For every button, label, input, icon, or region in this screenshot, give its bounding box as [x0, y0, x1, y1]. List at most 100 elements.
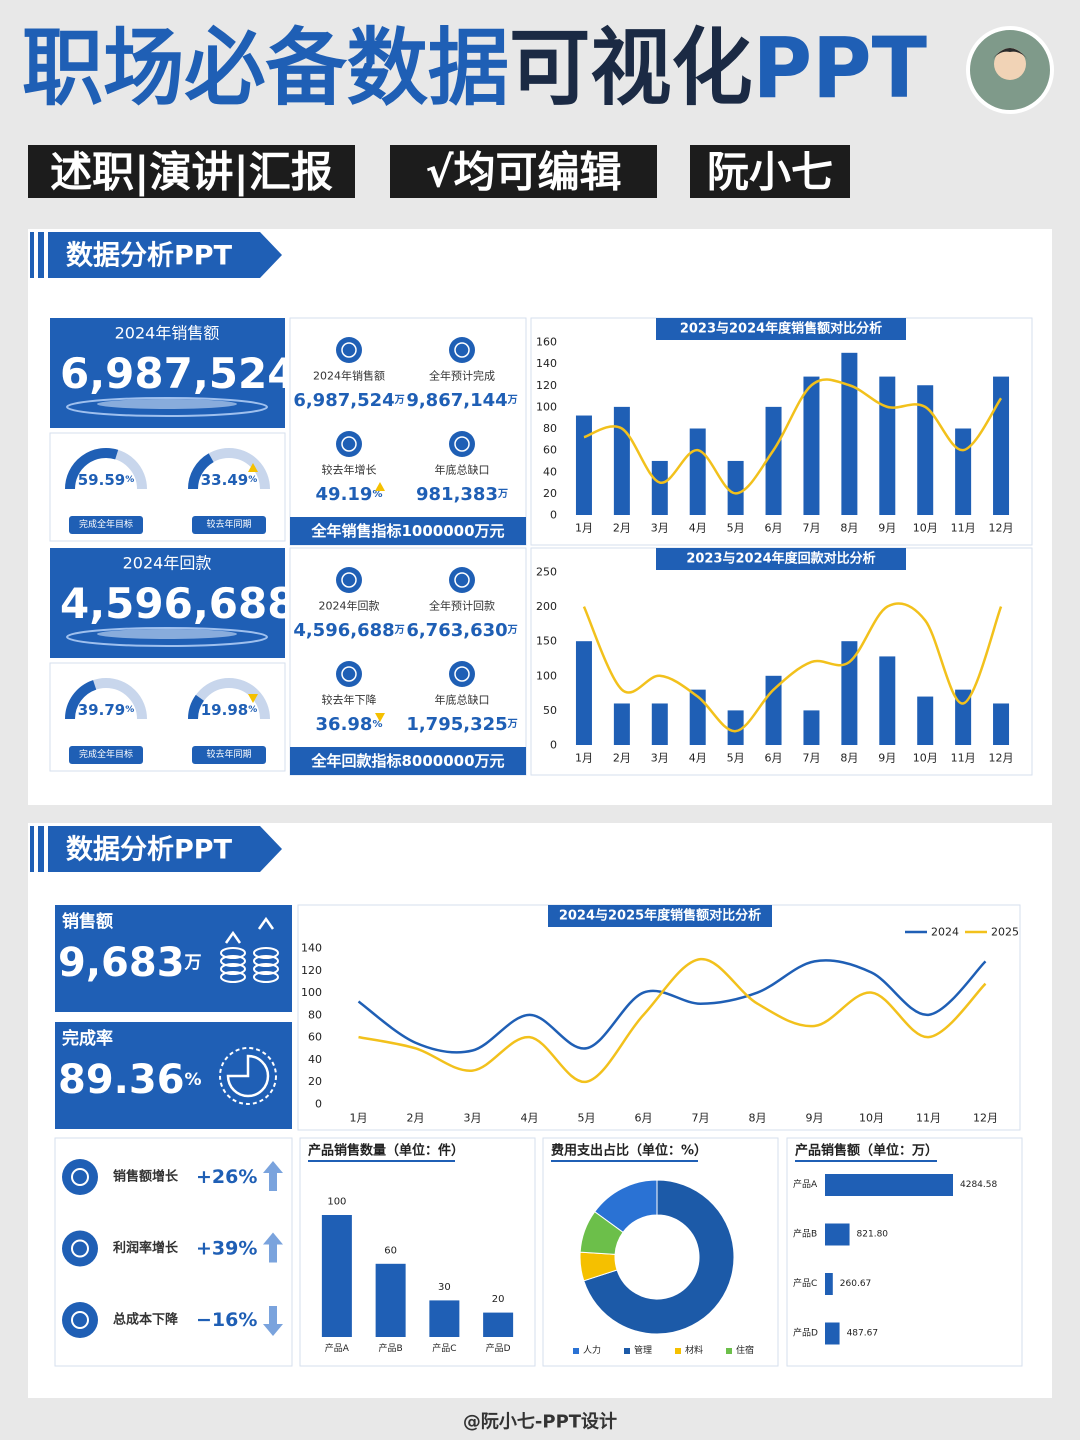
legend-label: 2024: [931, 926, 959, 939]
x-tick-label: 5月: [727, 752, 745, 765]
growth-icon-inner: [71, 1239, 89, 1258]
text-part: 万: [497, 488, 508, 500]
kpi-value: 6,763,630万: [406, 620, 517, 641]
kpi-label: 全年预计回款: [429, 599, 495, 613]
coin-icon: [253, 947, 279, 959]
text-part: %: [185, 1070, 202, 1090]
gauge-arc: [65, 448, 119, 490]
y-tick-label: 0: [550, 509, 557, 522]
kpi-value: 981,383万: [416, 484, 508, 505]
highlight-label: 2024年回款: [123, 554, 212, 573]
highlight-value: 4,596,688万: [60, 579, 314, 628]
legend-swatch: [726, 1348, 732, 1354]
x-tick-label: 9月: [878, 522, 896, 535]
pie-icon: [226, 1054, 270, 1098]
growth-arrow: [263, 1161, 283, 1191]
gauge-arc: [188, 453, 214, 490]
trend-arrow: [248, 463, 258, 472]
chart-title-bg: [656, 548, 906, 570]
y-tick-label: 60: [543, 444, 557, 457]
x-tick-label: 4月: [689, 752, 707, 765]
bar: [429, 1300, 460, 1337]
y-tick-label: 产品A: [793, 1178, 818, 1190]
text-part: 89.36: [58, 1057, 185, 1103]
growth-label: 利润率增长: [113, 1240, 179, 1256]
coin-icon: [220, 971, 246, 983]
chart-title-bg: [656, 318, 906, 340]
kpi-label: 较去年下降: [322, 693, 377, 707]
highlight-value: 6,987,524万: [60, 349, 314, 398]
y-tick-label: 20: [543, 487, 557, 500]
growth-label: 销售额增长: [113, 1169, 179, 1185]
kpi-icon: [449, 431, 475, 457]
heading-stripe: [30, 232, 34, 278]
kpi-icon-inner: [341, 436, 357, 452]
legend-label: 人力: [583, 1344, 601, 1356]
bar: [917, 385, 934, 515]
x-tick-label: 产品C: [432, 1342, 456, 1354]
bar: [613, 703, 630, 745]
avatar-face: [994, 48, 1026, 80]
y-tick-label: 20: [308, 1075, 322, 1088]
x-tick-label: 3月: [651, 522, 669, 535]
y-tick-label: 产品B: [793, 1228, 817, 1240]
y-tick-label: 100: [536, 400, 557, 413]
bar: [825, 1273, 833, 1295]
x-tick-label: 8月: [840, 752, 858, 765]
bar: [917, 696, 934, 745]
text-part: 万: [507, 718, 518, 730]
y-tick-label: 0: [550, 739, 557, 752]
kpi-icon-inner: [341, 342, 357, 358]
bar: [483, 1312, 514, 1337]
kpi-label: 2024年销售额: [313, 369, 385, 383]
bar: [375, 1263, 406, 1337]
bar: [727, 710, 744, 745]
heading-stripe: [38, 826, 44, 872]
growth-value: +39%: [196, 1238, 257, 1260]
kpi-icon: [336, 661, 362, 687]
section-heading: 数据分析PPT: [66, 241, 233, 272]
kpi-icon-inner: [341, 572, 357, 588]
line: [357, 959, 987, 1054]
text-part: 19.98: [201, 701, 248, 719]
kpi-value: 36.98%: [316, 714, 383, 735]
bar: [651, 460, 668, 515]
text-part: 39.79: [78, 701, 125, 719]
kpi-value: 6,987,524万: [293, 390, 404, 411]
x-tick-label: 1月: [575, 752, 593, 765]
kpi-value: 9,867,144万: [406, 390, 517, 411]
x-tick-label: 8月: [749, 1112, 767, 1125]
x-tick-label: 7月: [692, 1112, 710, 1125]
y-tick-label: 产品D: [793, 1327, 818, 1339]
coin-icon: [220, 963, 246, 975]
x-tick-label: 1月: [350, 1112, 368, 1125]
heading-banner: [48, 826, 282, 872]
y-tick-label: 60: [308, 1031, 322, 1044]
highlight-value: 9,683万: [58, 940, 202, 986]
decor-ring: [66, 627, 268, 647]
y-tick-label: 40: [308, 1053, 322, 1066]
pie-slice: [583, 1179, 735, 1335]
text-part: 9,867,144: [406, 390, 507, 411]
tag-text: 阮小七: [707, 148, 833, 197]
data-label: 4284.58: [960, 1180, 997, 1190]
growth-arrow: [263, 1306, 283, 1336]
growth-icon: [62, 1159, 98, 1195]
x-tick-label: 10月: [913, 522, 938, 535]
page-title: 职场必备数据可视化PPT: [22, 19, 927, 117]
y-tick-label: 160: [536, 336, 557, 349]
bar: [955, 428, 972, 515]
target-text: 全年回款指标8000000万元: [310, 752, 504, 770]
decor-ring: [97, 399, 237, 409]
bar: [651, 703, 668, 745]
y-tick-label: 0: [315, 1098, 322, 1111]
coin-icon: [253, 955, 279, 967]
heading-stripe: [30, 826, 34, 872]
gauge-value: 39.79%: [78, 701, 134, 719]
chart-title: 2023与2024年度销售额对比分析: [680, 321, 882, 337]
kpi-panel: [289, 317, 527, 546]
gauge-label: 较去年同期: [206, 748, 251, 760]
title-part: 可视化: [509, 19, 753, 117]
